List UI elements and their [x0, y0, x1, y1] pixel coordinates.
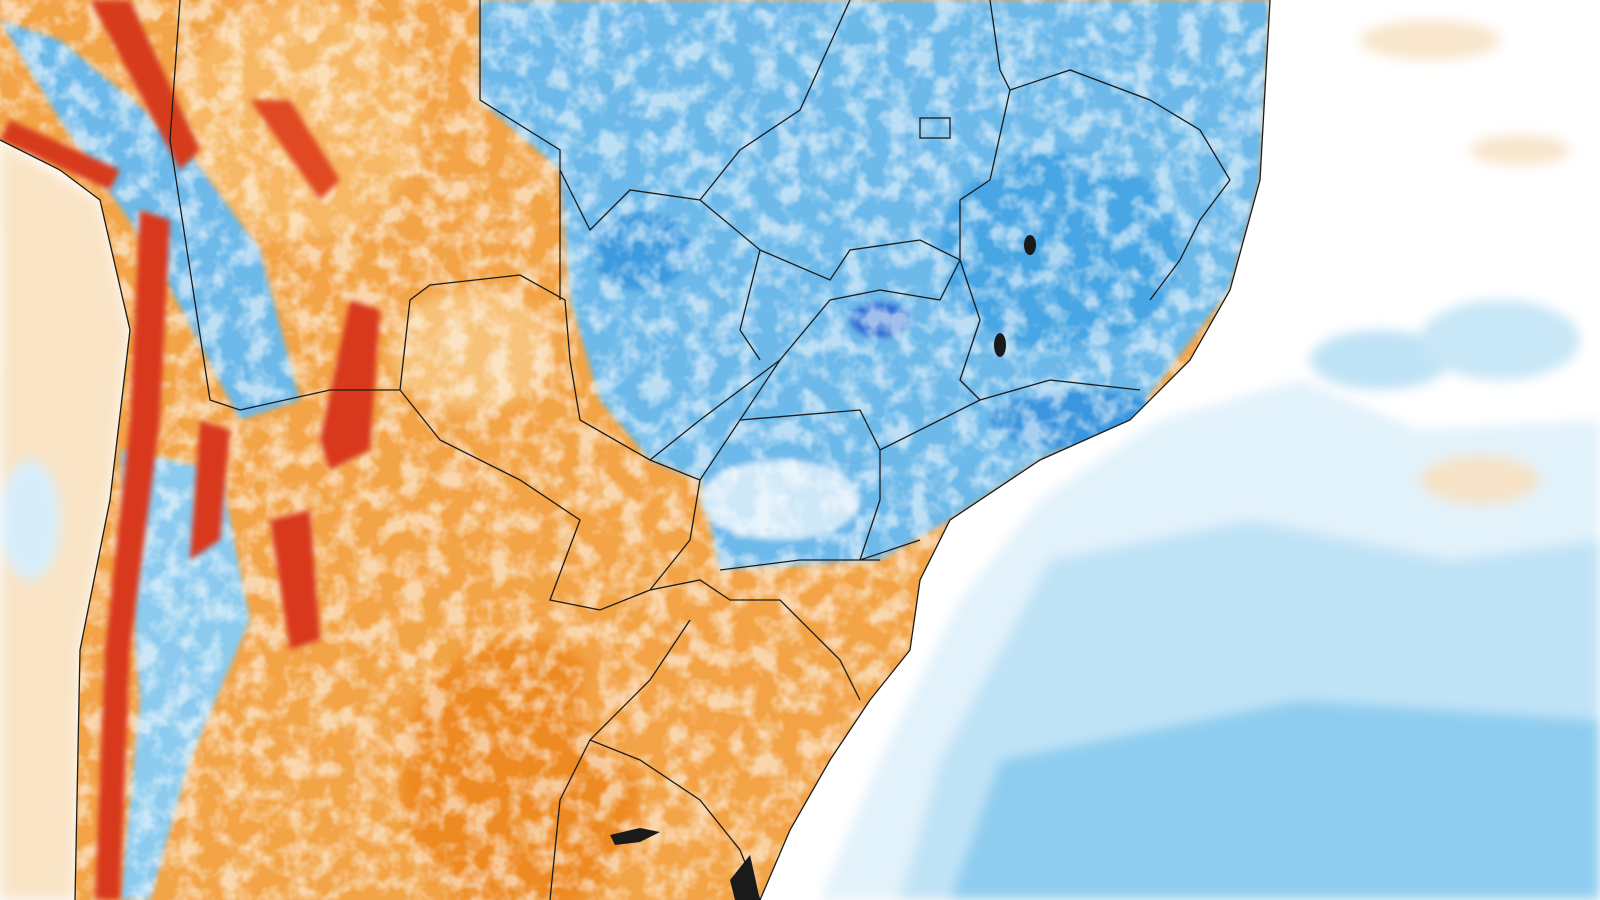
borders [0, 0, 1271, 900]
coastline [0, 0, 1271, 900]
andes-warm-bands [0, 0, 380, 900]
country-border [169, 0, 861, 900]
state-border [479, 0, 1231, 571]
ocean-shading [0, 20, 1600, 900]
district-border [919, 117, 951, 139]
lakes [610, 235, 1036, 900]
